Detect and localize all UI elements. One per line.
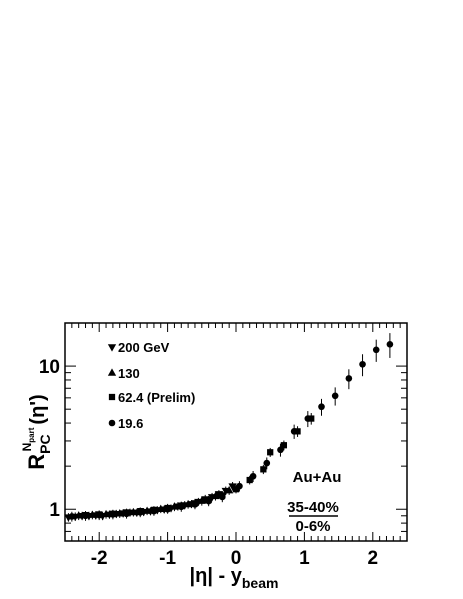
data-point-triangle-up — [88, 510, 97, 518]
data-point-circle — [277, 446, 284, 454]
data-point-circle — [386, 340, 394, 348]
y-axis-label-sup: N — [20, 443, 34, 452]
x-tick-label: 1 — [299, 548, 310, 569]
data-point-square — [267, 449, 274, 456]
data-point-circle — [290, 428, 298, 435]
legend-marker-triangle-down — [107, 344, 117, 352]
data-point-triangle-up — [74, 511, 83, 519]
legend-marker-circle — [108, 419, 116, 427]
svg-text:RPCNpart(η'): RPCNpart (η') — [20, 394, 53, 469]
x-axis-label: |η| - ybeam — [190, 565, 279, 591]
y-axis-label-arg: (η') — [27, 394, 49, 424]
data-points — [64, 340, 394, 522]
data-point-square — [246, 476, 253, 484]
y-tick-labels: 1 10 — [39, 357, 61, 521]
data-point-circle — [236, 482, 243, 490]
data-point-triangle-up — [156, 504, 165, 513]
data-point-circle — [263, 459, 271, 467]
y-axis-label-sub: PC — [37, 434, 53, 453]
data-point-circle — [191, 501, 199, 508]
data-point-square — [280, 442, 288, 449]
data-point-triangle-up — [142, 506, 152, 514]
data-point-circle — [318, 403, 325, 411]
x-tick-label: -1 — [159, 548, 176, 569]
annotation-numerator: 35-40% — [287, 499, 339, 516]
data-point-triangle-up — [211, 491, 220, 500]
data-point-circle — [249, 472, 257, 480]
data-point-circle — [331, 392, 339, 400]
data-point-triangle-up — [115, 509, 124, 517]
legend-label: 62.4 (Prelim) — [118, 390, 195, 405]
data-point-circle — [150, 507, 158, 515]
x-axis-label-sub: beam — [242, 575, 279, 591]
data-point-triangle-up — [101, 509, 111, 518]
data-point-circle — [68, 513, 76, 520]
data-point-triangle-up — [170, 502, 179, 510]
x-axis-label-main: |η| - y — [190, 565, 243, 587]
data-point-circle — [95, 511, 103, 519]
legend: 200 GeV 130 62.4 (Prelim) 19.6 — [107, 340, 195, 431]
data-point-triangle-up — [197, 496, 206, 504]
data-point-circle — [359, 360, 366, 368]
y-tick-label: 1 — [49, 500, 60, 521]
data-point-circle — [164, 505, 171, 513]
annotation-system: Au+Au — [293, 469, 342, 486]
x-tick-label: 2 — [368, 548, 379, 569]
legend-marker-square — [108, 393, 116, 401]
data-point-circle — [304, 415, 312, 422]
legend-marker-triangle-up — [107, 368, 117, 376]
data-point-circle — [136, 509, 144, 516]
legend-label: 200 GeV — [118, 340, 170, 355]
data-point-square — [308, 415, 315, 422]
data-point-circle — [82, 512, 89, 520]
legend-label: 19.6 — [118, 416, 143, 431]
legend-label: 130 — [118, 366, 140, 381]
x-tick-label: -2 — [91, 548, 108, 569]
y-axis-label-main: R — [24, 454, 49, 470]
data-point-square — [232, 486, 240, 493]
annotation-denominator: 0-6% — [295, 518, 330, 535]
data-point-circle — [109, 511, 117, 518]
y-axis-label: RPCNpart (η') — [20, 394, 53, 469]
data-point-square — [294, 428, 301, 435]
data-point-circle — [205, 497, 212, 505]
data-point-circle — [219, 493, 226, 501]
data-point-circle — [345, 375, 353, 382]
data-point-circle — [372, 346, 380, 354]
data-point-triangle-up — [129, 507, 138, 516]
data-point-triangle-up — [225, 485, 234, 494]
x-tick-labels: -2 -1 0 1 2 — [91, 548, 378, 569]
x-tick-label: 0 — [231, 548, 242, 569]
data-point-circle — [123, 510, 130, 518]
y-tick-label: 10 — [39, 357, 60, 378]
axis-ticks — [64, 322, 408, 542]
data-point-triangle-down — [228, 483, 237, 491]
data-point-square — [260, 466, 267, 473]
data-point-circle — [177, 503, 185, 511]
y-axis-label-supsub: part — [27, 427, 36, 442]
data-point-triangle-up — [183, 499, 193, 508]
